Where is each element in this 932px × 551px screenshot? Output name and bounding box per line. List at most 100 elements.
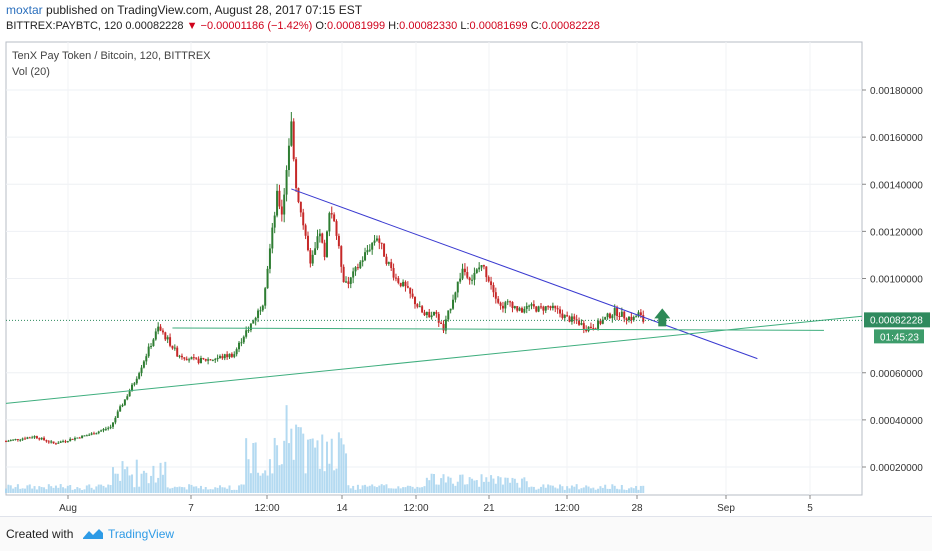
volume-bar xyxy=(295,424,298,493)
candle-body xyxy=(380,242,383,244)
candle-body xyxy=(226,354,229,358)
volume-bar xyxy=(397,486,400,493)
candle-body xyxy=(126,396,129,400)
published-text: published on TradingView.com, August 28,… xyxy=(46,3,363,17)
volume-bar xyxy=(354,489,357,493)
candle-body xyxy=(102,429,105,431)
candle-body xyxy=(387,262,390,264)
volume-bar xyxy=(561,486,564,493)
volume-bar xyxy=(159,462,162,493)
candle-body xyxy=(599,320,602,324)
candle-body xyxy=(119,406,122,412)
candle-body xyxy=(185,358,188,361)
candle-body xyxy=(145,356,148,362)
volume-bar xyxy=(326,441,328,493)
candle-body xyxy=(166,337,169,340)
volume-bar xyxy=(197,488,200,493)
candle-body xyxy=(26,437,29,439)
candle-body xyxy=(328,213,331,232)
candle-body xyxy=(340,246,343,267)
support-flat-line[interactable] xyxy=(172,327,824,331)
close-label: C: xyxy=(530,20,542,32)
volume-bar xyxy=(366,486,369,493)
trend-lines[interactable] xyxy=(5,188,863,404)
volume-bar xyxy=(383,485,386,493)
volume-bar xyxy=(107,484,110,493)
candle-body xyxy=(540,306,542,308)
x-tick-label: 21 xyxy=(483,503,495,514)
volume-bar xyxy=(214,487,217,493)
author-link[interactable]: moxtar xyxy=(6,3,43,17)
created-with-label: Created with xyxy=(6,527,74,541)
volume-bar xyxy=(575,484,578,493)
price-chart[interactable]: 0.00180000 0.00160000 0.00140000 0.00120000… xyxy=(0,40,932,515)
candle-body xyxy=(409,287,412,294)
resistance-trend-line[interactable] xyxy=(291,188,758,360)
candle-body xyxy=(499,302,502,306)
candle-body xyxy=(406,286,409,288)
candle-body xyxy=(440,322,443,324)
candle-body xyxy=(314,248,317,255)
volume-bar xyxy=(618,489,621,493)
support-rising-line[interactable] xyxy=(5,315,863,404)
candle-body xyxy=(24,438,27,440)
volume-bar xyxy=(145,472,148,493)
volume-bar xyxy=(594,489,597,493)
candle-body xyxy=(152,339,155,347)
volume-bar xyxy=(568,488,571,493)
candle-body xyxy=(321,233,324,243)
volume-bar xyxy=(147,483,150,493)
candle-body xyxy=(180,355,183,358)
volume-bar xyxy=(126,466,129,493)
publish-header: moxtar published on TradingView.com, Aug… xyxy=(0,0,932,38)
candle-body xyxy=(411,293,414,297)
candle-body xyxy=(207,359,210,361)
volume-bar xyxy=(69,485,72,493)
candle-body xyxy=(604,317,607,320)
chart-area[interactable]: 0.00180000 0.00160000 0.00140000 0.00120000… xyxy=(0,40,932,515)
last-price: 0.00082228 xyxy=(125,20,184,32)
volume-bar xyxy=(278,465,281,493)
candle-body xyxy=(71,438,74,440)
candle-body xyxy=(592,327,595,329)
volume-bar xyxy=(290,428,293,493)
volume-bar xyxy=(409,485,412,493)
candle-body xyxy=(435,311,438,314)
candle-body xyxy=(104,428,107,430)
candle-body xyxy=(423,312,426,316)
volume-bar xyxy=(45,489,48,493)
candle-body xyxy=(418,306,421,308)
volume-bar xyxy=(375,487,378,493)
volume-bar xyxy=(164,461,167,493)
candle-body xyxy=(544,306,547,311)
candle-body xyxy=(608,313,611,319)
candle-body xyxy=(490,281,493,286)
candle-body xyxy=(394,277,397,279)
volume-bar xyxy=(188,484,191,493)
tradingview-brand-link[interactable]: TradingView xyxy=(108,527,175,541)
candle-body xyxy=(199,357,202,364)
candle-body xyxy=(437,313,440,323)
volume-bar xyxy=(535,489,538,493)
candle-body xyxy=(142,361,145,368)
volume-bar xyxy=(321,434,324,493)
volume-bar xyxy=(485,477,488,493)
volume-bar xyxy=(463,484,466,493)
volume-bar xyxy=(24,488,27,493)
volume-bar xyxy=(178,486,181,493)
candle-body xyxy=(523,308,526,313)
candle-body xyxy=(297,188,300,202)
volume-bar xyxy=(240,484,243,493)
volume-bar xyxy=(471,478,474,493)
y-tick-label: 0.00140000 xyxy=(870,180,923,191)
candle-body xyxy=(40,437,43,440)
volume-bar xyxy=(599,486,602,493)
candle-body xyxy=(304,225,307,236)
candle-body xyxy=(171,345,174,349)
candle-body xyxy=(47,441,50,443)
candle-body xyxy=(228,353,231,358)
volume-bar xyxy=(606,488,609,493)
volume-bar xyxy=(430,473,433,493)
candle-body xyxy=(128,391,131,397)
volume-bar xyxy=(204,487,207,493)
